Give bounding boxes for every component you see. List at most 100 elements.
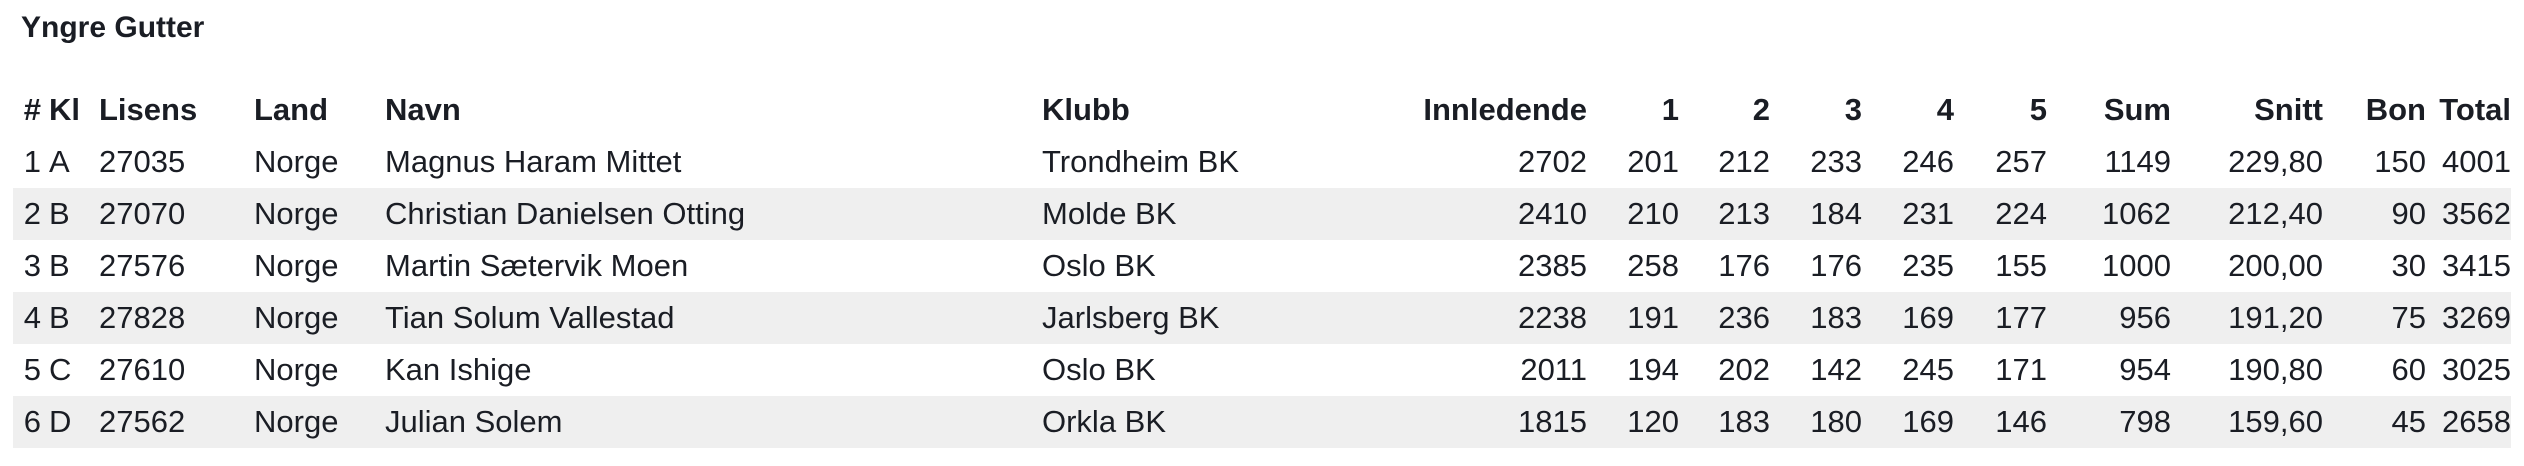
cell-navn: Magnus Haram Mittet — [385, 144, 682, 179]
cell-total: 3269 — [2426, 292, 2511, 344]
cell-total: 3415 — [2442, 248, 2511, 283]
cell-snitt: 190,80 — [2228, 352, 2323, 387]
cell-game-2: 213 — [1679, 188, 1770, 240]
col-header-lisens: Lisens — [99, 92, 198, 127]
cell-game-1: 258 — [1627, 248, 1679, 283]
cell-lisens: 27035 — [99, 144, 186, 179]
col-header-game-3: 3 — [1844, 92, 1862, 127]
cell-sum: 956 — [2047, 292, 2171, 344]
cell-game-2: 176 — [1718, 248, 1770, 283]
cell-game-4: 246 — [1902, 144, 1954, 179]
cell-kl: B — [49, 292, 99, 344]
cell-game-5: 257 — [1995, 144, 2047, 179]
cell-game-2: 236 — [1679, 292, 1770, 344]
cell-rank: 4 — [13, 292, 49, 344]
col-header-total: Total — [2439, 92, 2511, 127]
cell-game-3: 184 — [1770, 188, 1862, 240]
cell-game-1: 201 — [1627, 144, 1679, 179]
col-header-sum: Sum — [2103, 92, 2171, 127]
cell-game-1: 120 — [1587, 396, 1679, 448]
cell-lisens: 27562 — [99, 396, 246, 448]
cell-kl: A — [49, 144, 70, 179]
cell-game-1: 210 — [1587, 188, 1679, 240]
cell-navn: Kan Ishige — [385, 352, 532, 387]
cell-game-4: 169 — [1862, 396, 1954, 448]
table-row: 1 A 27035 Norge Magnus Haram Mittet Tron… — [13, 136, 2511, 188]
cell-game-1: 191 — [1587, 292, 1679, 344]
cell-navn: Martin Sætervik Moen — [385, 248, 689, 283]
header-row: # Kl Lisens Land Navn Klubb Innledende 1… — [13, 84, 2511, 136]
cell-game-2: 212 — [1718, 144, 1770, 179]
cell-bon: 90 — [2323, 188, 2426, 240]
cell-klubb: Jarlsberg BK — [1034, 292, 1362, 344]
cell-kl: B — [49, 248, 70, 283]
cell-rank: 2 — [13, 188, 49, 240]
cell-game-3: 176 — [1810, 248, 1862, 283]
cell-klubb: Trondheim BK — [1042, 144, 1239, 179]
cell-lisens: 27828 — [99, 292, 246, 344]
cell-game-5: 177 — [1954, 292, 2047, 344]
cell-land: Norge — [246, 188, 377, 240]
cell-snitt: 159,60 — [2171, 396, 2323, 448]
cell-total: 2658 — [2426, 396, 2511, 448]
cell-klubb: Orkla BK — [1034, 396, 1362, 448]
col-header-game-2: 2 — [1752, 92, 1770, 127]
col-header-navn: Navn — [385, 92, 461, 127]
cell-navn: Tian Solum Vallestad — [377, 292, 1034, 344]
col-header-land: Land — [254, 92, 329, 127]
cell-kl: D — [49, 396, 99, 448]
cell-kl: B — [49, 188, 99, 240]
cell-lisens: 27576 — [99, 248, 186, 283]
cell-sum: 1149 — [2104, 144, 2171, 179]
table-row: 6 D 27562 Norge Julian Solem Orkla BK 18… — [13, 396, 2511, 448]
page-title: Yngre Gutter — [21, 11, 205, 44]
table-row: 5 C 27610 Norge Kan Ishige Oslo BK 2011 … — [13, 344, 2511, 396]
cell-land: Norge — [246, 292, 377, 344]
cell-game-5: 146 — [1954, 396, 2047, 448]
cell-total: 3562 — [2426, 188, 2511, 240]
cell-game-5: 155 — [1995, 248, 2047, 283]
cell-game-4: 169 — [1862, 292, 1954, 344]
cell-game-5: 171 — [1995, 352, 2047, 387]
cell-innledende: 2238 — [1362, 292, 1587, 344]
col-header-kl: Kl — [49, 92, 80, 127]
cell-land: Norge — [254, 144, 339, 179]
cell-rank: 1 — [23, 144, 41, 179]
col-header-game-1: 1 — [1661, 92, 1679, 127]
cell-rank: 6 — [13, 396, 49, 448]
table-row: 3 B 27576 Norge Martin Sætervik Moen Osl… — [13, 240, 2511, 292]
cell-snitt: 229,80 — [2228, 144, 2323, 179]
cell-game-5: 224 — [1954, 188, 2047, 240]
cell-klubb: Molde BK — [1034, 188, 1362, 240]
cell-sum: 1000 — [2102, 248, 2171, 283]
col-header-game-5: 5 — [2029, 92, 2047, 127]
cell-bon: 150 — [2374, 144, 2426, 179]
cell-sum: 1062 — [2047, 188, 2171, 240]
cell-klubb: Oslo BK — [1042, 352, 1156, 387]
col-header-klubb: Klubb — [1042, 92, 1130, 127]
cell-land: Norge — [254, 352, 339, 387]
cell-game-4: 245 — [1902, 352, 1954, 387]
cell-total: 3025 — [2442, 352, 2511, 387]
cell-innledende: 2702 — [1518, 144, 1587, 179]
cell-bon: 30 — [2391, 248, 2426, 283]
cell-rank: 3 — [23, 248, 41, 283]
cell-game-4: 235 — [1902, 248, 1954, 283]
cell-land: Norge — [246, 396, 377, 448]
cell-snitt: 212,40 — [2171, 188, 2323, 240]
cell-lisens: 27070 — [99, 188, 246, 240]
cell-bon: 75 — [2323, 292, 2426, 344]
cell-kl: C — [49, 352, 72, 387]
cell-innledende: 2410 — [1362, 188, 1587, 240]
cell-total: 4001 — [2442, 144, 2511, 179]
cell-game-1: 194 — [1627, 352, 1679, 387]
cell-sum: 798 — [2047, 396, 2171, 448]
col-header-snitt: Snitt — [2254, 92, 2323, 127]
cell-navn: Julian Solem — [377, 396, 1034, 448]
table-row: 2 B 27070 Norge Christian Danielsen Otti… — [13, 188, 2511, 240]
cell-innledende: 2011 — [1520, 352, 1587, 387]
cell-game-3: 233 — [1810, 144, 1862, 179]
cell-lisens: 27610 — [99, 352, 186, 387]
cell-game-3: 142 — [1810, 352, 1862, 387]
cell-game-3: 183 — [1770, 292, 1862, 344]
